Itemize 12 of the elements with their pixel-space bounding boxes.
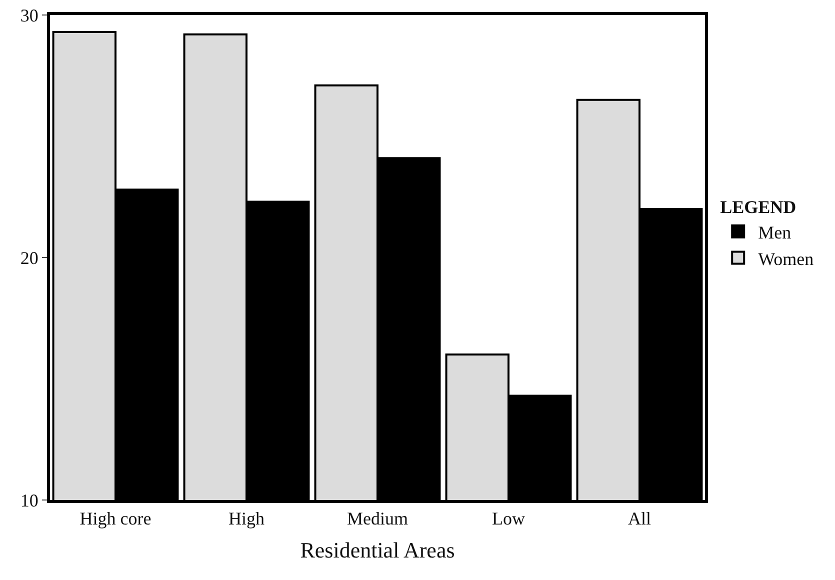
x-tick-label: Low	[492, 508, 525, 529]
x-axis-title: Residential Areas	[300, 538, 455, 562]
y-tick-label: 20	[20, 248, 38, 268]
x-tick-label: High	[228, 508, 264, 529]
y-tick-label: 10	[20, 490, 38, 510]
x-tick-label: Medium	[347, 508, 408, 529]
legend-title: LEGEND	[720, 197, 796, 218]
x-tick-label: High core	[80, 508, 152, 529]
y-tick-label: 30	[20, 5, 38, 26]
x-tick-label: All	[628, 508, 652, 529]
legend-label: Men	[758, 222, 792, 242]
legend-label: Women	[758, 248, 814, 269]
